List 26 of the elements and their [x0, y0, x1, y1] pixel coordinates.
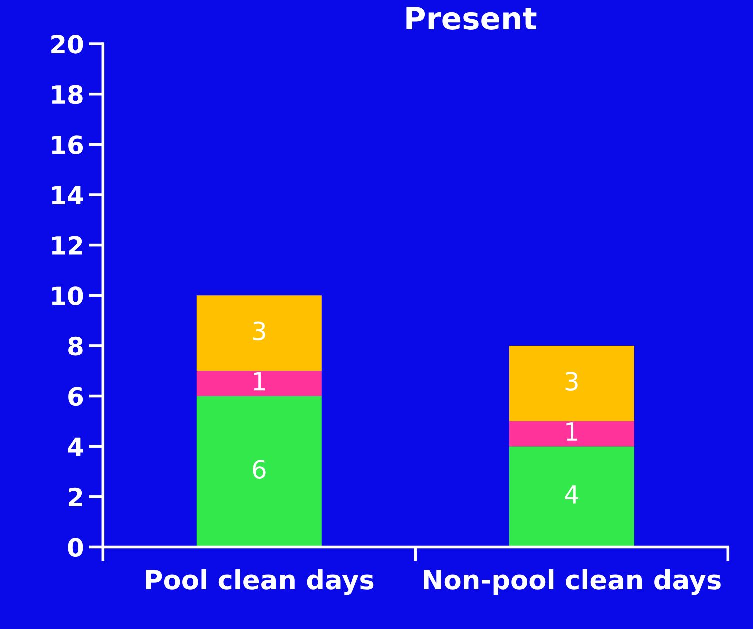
bar — [509, 346, 634, 422]
bar — [196, 396, 322, 548]
y-tick-label: 6 — [68, 387, 84, 406]
y-tick-label: 12 — [52, 236, 82, 255]
data-label: 3 — [566, 372, 578, 391]
data-label: 1 — [566, 422, 578, 441]
x-tick-label: Pool clean days — [146, 569, 374, 596]
bar — [509, 421, 634, 447]
y-tick-label: 10 — [52, 286, 84, 306]
bar — [509, 446, 634, 548]
bar — [196, 296, 322, 372]
chart-title: Present — [406, 7, 537, 30]
data-label: 4 — [565, 486, 578, 504]
data-label: 1 — [254, 372, 266, 391]
x-tick-label: Non-pool clean days — [424, 569, 721, 596]
y-tick-label: 4 — [68, 438, 84, 456]
y-tick-label: 20 — [52, 34, 84, 54]
data-label: 6 — [253, 460, 266, 480]
data-label: 3 — [253, 322, 266, 341]
y-tick-label: 8 — [68, 336, 83, 356]
y-tick-label: 14 — [52, 186, 84, 204]
y-tick-label: 16 — [52, 136, 84, 155]
y-tick-label: 0 — [68, 538, 84, 558]
y-tick-label: 2 — [68, 488, 82, 506]
bar — [196, 371, 322, 396]
y-tick-label: 18 — [52, 85, 83, 104]
